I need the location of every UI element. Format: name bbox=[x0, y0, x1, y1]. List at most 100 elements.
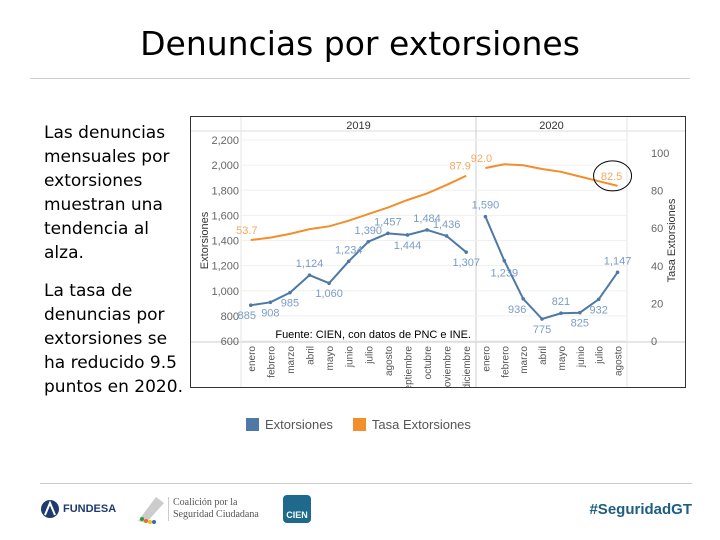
y-tick-label: 1,800 bbox=[211, 185, 239, 197]
extorsiones-point bbox=[578, 310, 582, 315]
extorsiones-data-label: 1,457 bbox=[374, 216, 402, 228]
extorsiones-line-2019 bbox=[250, 228, 467, 307]
extorsiones-point bbox=[248, 303, 253, 307]
extorsiones-data-label: 825 bbox=[571, 318, 589, 330]
y-tick-label: 2,000 bbox=[211, 160, 239, 172]
extorsiones-point bbox=[596, 297, 601, 302]
tasa-data-label: 87.9 bbox=[449, 161, 470, 173]
tasa-line-2019 bbox=[250, 174, 467, 242]
extorsiones-point bbox=[327, 281, 331, 286]
coalicion-icon bbox=[138, 497, 164, 524]
fundesa-logo: FUNDESA bbox=[40, 492, 116, 526]
hashtag: #SeguridadGT bbox=[589, 500, 692, 518]
x-tick-label: febrero bbox=[500, 346, 511, 378]
y2-tick-label: 40 bbox=[651, 261, 663, 273]
extorsiones-data-label: 1,239 bbox=[491, 268, 519, 280]
panel-year-2020: 2020 bbox=[539, 120, 563, 132]
coalicion-text-1: Coalición por la bbox=[173, 497, 238, 508]
extorsiones-data-label: 1,060 bbox=[315, 288, 343, 300]
extorsiones-point bbox=[559, 311, 563, 316]
side-text: Las denuncias mensuales por extorsiones … bbox=[44, 121, 184, 413]
x-tick-label: enero bbox=[481, 346, 492, 372]
tasa-line-2020 bbox=[485, 163, 618, 187]
extorsiones-point bbox=[366, 239, 371, 244]
x-tick-label: marzo bbox=[519, 346, 530, 374]
side-paragraph-1: Las denuncias mensuales por extorsiones … bbox=[44, 123, 170, 263]
chart-svg: 2019 20206008001,0001,2001,4001,6001,8002… bbox=[191, 117, 685, 395]
divider bbox=[30, 78, 690, 79]
highlight-circle bbox=[593, 160, 633, 192]
x-tick-label: agosto bbox=[384, 346, 395, 376]
x-tick-label: noviembre bbox=[443, 346, 454, 387]
extorsiones-point bbox=[307, 273, 312, 277]
extorsiones-data-label: 885 bbox=[238, 310, 256, 322]
extorsiones-point bbox=[425, 228, 429, 232]
legend-swatch bbox=[352, 418, 366, 431]
extorsiones-data-label: 1,390 bbox=[355, 225, 383, 237]
panel-year-2019: 2019 bbox=[346, 120, 370, 132]
chart: 2019 2020 600 800 1,000 1,200 1,400 1,600 1,800 2… bbox=[190, 116, 686, 395]
x-tick-label: junio bbox=[345, 346, 356, 369]
extorsiones-point bbox=[502, 258, 507, 263]
extorsiones-data-label: 1,484 bbox=[413, 213, 441, 225]
extorsiones-data-label: 1,147 bbox=[604, 255, 632, 267]
tasa-data-label: 53.7 bbox=[236, 225, 257, 237]
y-tick-label: 1,000 bbox=[211, 286, 239, 298]
coalicion-logo: Coalición por la Seguridad Ciudadana bbox=[136, 492, 259, 526]
y-tick-label: 1,200 bbox=[211, 261, 239, 273]
extorsiones-data-label: 932 bbox=[590, 304, 608, 316]
extorsiones-data-label: 821 bbox=[552, 296, 570, 308]
y-tick-label: 2,200 bbox=[211, 135, 239, 147]
extorsiones-data-label: 1,234 bbox=[335, 244, 363, 256]
extorsiones-data-label: 1,444 bbox=[394, 240, 422, 252]
extorsiones-point bbox=[521, 296, 525, 301]
y-tick-label: 1,600 bbox=[211, 210, 239, 222]
x-tick-label: enero bbox=[247, 346, 258, 372]
legend: Extorsiones Tasa Extorsiones bbox=[246, 417, 471, 432]
side-paragraph-2: La tasa de denuncias por extorsiones se … bbox=[44, 281, 183, 397]
x-tick-label: mayo bbox=[557, 346, 568, 371]
y2-tick-label: 80 bbox=[651, 186, 663, 198]
x-tick-label: septiembre bbox=[403, 346, 414, 387]
x-tick-label: octubre bbox=[423, 346, 434, 380]
y-axis-label: Extorsiones bbox=[199, 211, 211, 269]
extorsiones-data-label: 775 bbox=[533, 324, 551, 336]
fundesa-icon bbox=[41, 500, 59, 518]
extorsiones-data-label: 1,307 bbox=[452, 257, 480, 269]
extorsiones-data-label: 936 bbox=[508, 304, 526, 316]
extorsiones-point bbox=[464, 250, 469, 254]
page-title: Denuncias por extorsiones bbox=[140, 24, 580, 63]
y2-tick-label: 60 bbox=[651, 223, 663, 235]
legend-extorsiones: Extorsiones bbox=[246, 417, 333, 432]
x-tick-label: junio bbox=[576, 346, 587, 369]
x-tick-label: julio bbox=[595, 346, 606, 365]
extorsiones-data-label: 985 bbox=[281, 298, 299, 310]
tasa-data-label: 92.0 bbox=[471, 153, 492, 165]
footer: FUNDESA Coalición por la Seguridad Ciuda… bbox=[40, 492, 692, 526]
x-tick-label: marzo bbox=[286, 346, 297, 374]
extorsiones-point bbox=[386, 231, 390, 236]
y-tick-label: 800 bbox=[221, 311, 239, 323]
y-tick-label: 600 bbox=[221, 336, 239, 348]
x-tick-label: mayo bbox=[325, 346, 336, 371]
y-tick-label: 1,400 bbox=[211, 236, 239, 248]
extorsiones-point bbox=[444, 234, 449, 238]
extorsiones-point bbox=[346, 259, 351, 264]
extorsiones-point bbox=[288, 290, 292, 295]
extorsiones-point bbox=[405, 233, 410, 237]
source-note: Fuente: CIEN, con datos de PNC e INE. bbox=[275, 329, 471, 341]
x-tick-label: abril bbox=[538, 346, 549, 365]
extorsiones-data-label: 1,436 bbox=[433, 219, 461, 231]
cien-text: CIEN bbox=[283, 495, 311, 523]
x-tick-label: agosto bbox=[614, 346, 625, 376]
extorsiones-data-label: 908 bbox=[261, 307, 279, 319]
y2-tick-label: 0 bbox=[651, 336, 657, 348]
x-tick-label: julio bbox=[364, 346, 375, 365]
y2-tick-label: 20 bbox=[651, 298, 663, 310]
legend-swatch bbox=[246, 418, 259, 431]
extorsiones-data-label: 1,590 bbox=[472, 200, 500, 212]
extorsiones-point bbox=[615, 270, 620, 275]
coalicion-text-2: Seguridad Ciudadana bbox=[173, 509, 259, 520]
extorsiones-line-2020 bbox=[484, 216, 619, 321]
legend-tasa: Tasa Extorsiones bbox=[352, 417, 471, 432]
